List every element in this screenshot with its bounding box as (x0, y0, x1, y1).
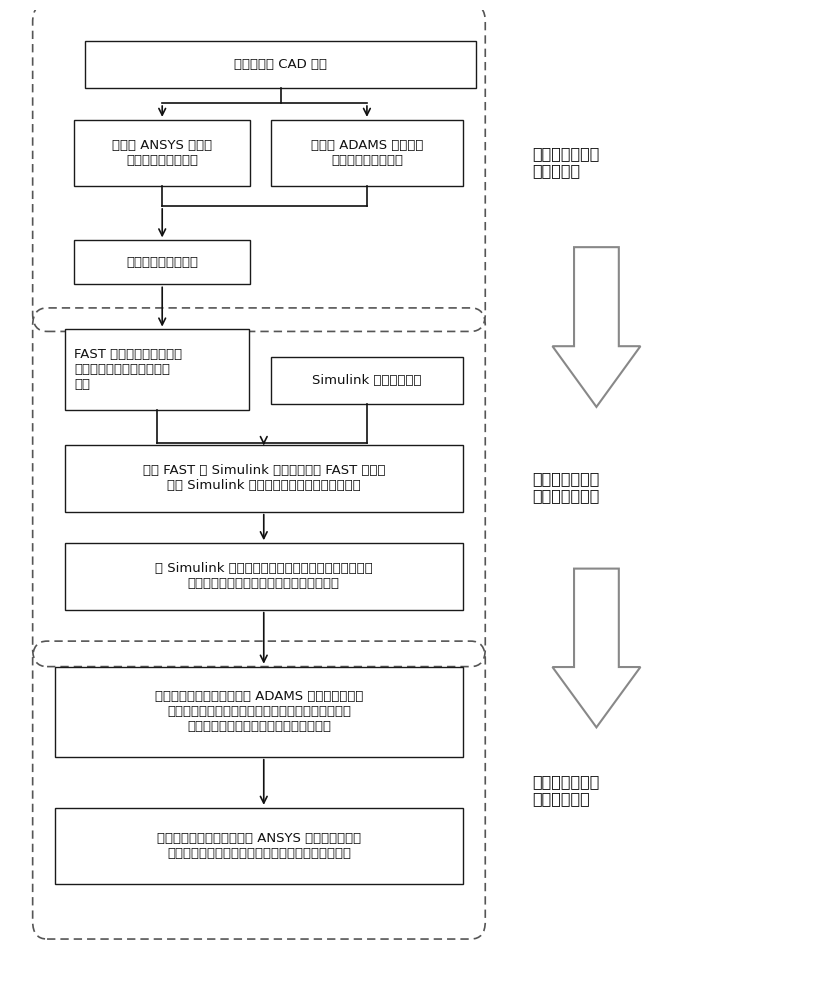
Bar (74, 120, 250, 186)
Text: 建立传动链 CAD 模型: 建立传动链 CAD 模型 (234, 58, 327, 71)
Polygon shape (552, 569, 641, 727)
Bar (65, 329, 248, 410)
Text: 选取传动链关键载荷点，在 ANSYS 中进一步实施静
态强度校核，评估传动链部件在关键载荷处的强度。: 选取传动链关键载荷点，在 ANSYS 中进一步实施静 态强度校核，评估传动链部件… (157, 832, 361, 860)
Bar (74, 240, 250, 284)
Text: 建立 FAST 与 Simulink 动态链接，将 FAST 模型导
入到 Simulink 模型中，生成风电机组整机模型: 建立 FAST 与 Simulink 动态链接，将 FAST 模型导 入到 Si… (142, 464, 385, 492)
Bar (55, 808, 463, 884)
Text: 电网瞬时故障时
传动链载荷计算: 电网瞬时故障时 传动链载荷计算 (532, 471, 600, 503)
Text: 在 Simulink 中进行电网瞬时故障下传动链载荷计算，
计算结束后提取传动链载荷一时间历程数据: 在 Simulink 中进行电网瞬时故障下传动链载荷计算， 计算结束后提取传动链… (155, 562, 372, 590)
Text: 将载荷一时间历程数据导入 ADAMS 模型中，作为传
动链载荷边界条件，进行电网瞬时故障下传动链扇转
振动、应力应变等传动链暂态特性分析。: 将载荷一时间历程数据导入 ADAMS 模型中，作为传 动链载荷边界条件，进行电网… (155, 690, 363, 733)
Bar (55, 667, 463, 757)
Bar (271, 120, 463, 186)
Text: 传动链机械暂态
特性仳真分析: 传动链机械暂态 特性仳真分析 (532, 774, 600, 806)
Text: 导入到 ADAMS 中，建立
传动链刚柔耦合模型: 导入到 ADAMS 中，建立 传动链刚柔耦合模型 (311, 139, 423, 167)
Text: 计算传动链扇转刚度: 计算传动链扇转刚度 (127, 256, 198, 269)
Bar (271, 357, 463, 404)
Bar (65, 445, 463, 512)
Text: Simulink 建立电气模型: Simulink 建立电气模型 (312, 374, 421, 387)
Text: 导入到 ANSYS 中，建
立传动链有限元模型: 导入到 ANSYS 中，建 立传动链有限元模型 (112, 139, 212, 167)
Polygon shape (552, 247, 641, 407)
Text: 建立传动链暂态
动力学模型: 建立传动链暂态 动力学模型 (532, 146, 600, 178)
Bar (65, 543, 463, 610)
Bar (85, 41, 476, 88)
Text: FAST 建立风电机组气动模
型、传动链简化模型和塔架
模型: FAST 建立风电机组气动模 型、传动链简化模型和塔架 模型 (74, 348, 182, 391)
